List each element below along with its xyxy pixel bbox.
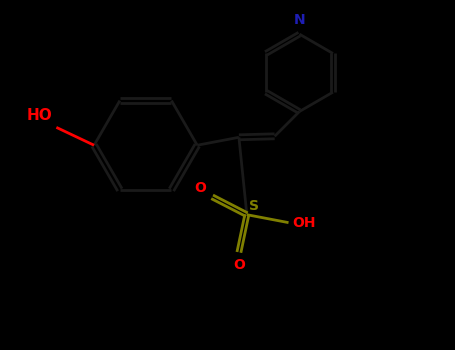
Text: S: S <box>249 199 259 213</box>
Text: N: N <box>293 13 305 27</box>
Text: OH: OH <box>293 216 316 230</box>
Text: O: O <box>233 258 245 272</box>
Text: HO: HO <box>27 108 52 124</box>
Text: O: O <box>194 181 206 195</box>
